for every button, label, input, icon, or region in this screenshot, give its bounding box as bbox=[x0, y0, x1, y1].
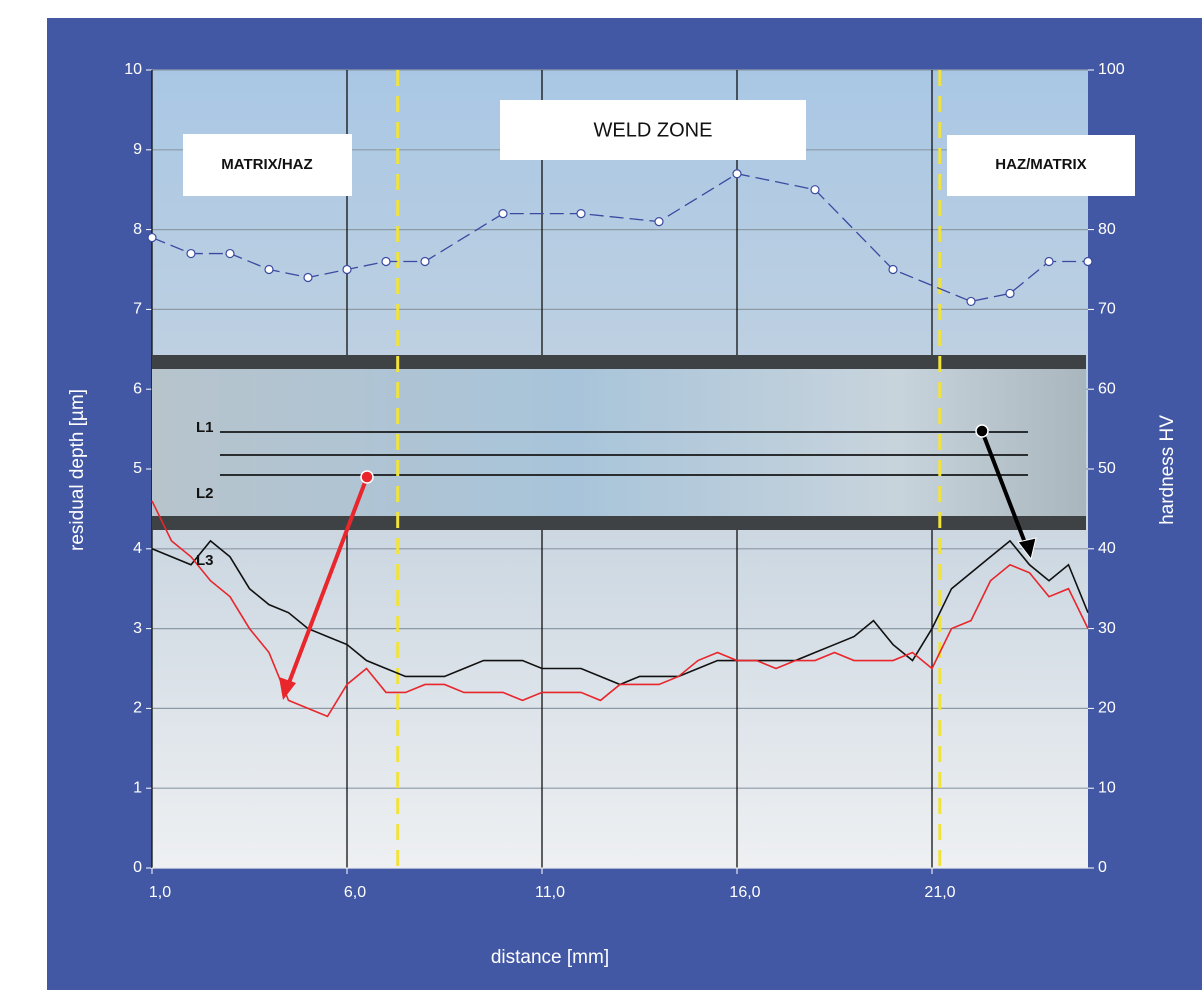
y2-tick-label: 30 bbox=[1098, 620, 1116, 637]
photo-inset bbox=[152, 355, 1086, 530]
y-tick-label: 8 bbox=[133, 221, 142, 238]
data-point bbox=[1006, 289, 1014, 297]
y-tick-label: 9 bbox=[133, 141, 142, 158]
chart: MATRIX/HAZ WELD ZONE HAZ/MATRIX L1 L2 L3… bbox=[0, 0, 1202, 990]
y-tick-label: 4 bbox=[133, 540, 142, 557]
data-point bbox=[265, 266, 273, 274]
data-point bbox=[382, 258, 390, 266]
data-point bbox=[187, 250, 195, 258]
data-point bbox=[733, 170, 741, 178]
data-point bbox=[1045, 258, 1053, 266]
y2-axis-title: hardness HV bbox=[1157, 415, 1178, 525]
y-tick-label: 0 bbox=[133, 859, 142, 876]
y2-tick-label: 60 bbox=[1098, 380, 1116, 397]
data-point bbox=[655, 218, 663, 226]
y2-tick-label: 70 bbox=[1098, 301, 1116, 318]
annotation: MATRIX/HAZ bbox=[221, 156, 312, 173]
y-tick-label: 10 bbox=[124, 61, 142, 78]
data-point bbox=[889, 266, 897, 274]
x-tick-label: 16,0 bbox=[729, 884, 760, 901]
x-tick-label: 1,0 bbox=[149, 884, 171, 901]
y2-tick-label: 0 bbox=[1098, 859, 1107, 876]
line-label: L2 bbox=[196, 485, 214, 502]
y-tick-label: 6 bbox=[133, 380, 142, 397]
y-tick-label: 1 bbox=[133, 779, 142, 796]
y2-tick-label: 100 bbox=[1098, 61, 1125, 78]
y2-tick-label: 50 bbox=[1098, 460, 1116, 477]
data-point bbox=[421, 258, 429, 266]
y-tick-label: 3 bbox=[133, 620, 142, 637]
x-tick-label: 11,0 bbox=[535, 884, 565, 901]
y2-tick-label: 10 bbox=[1098, 779, 1116, 796]
annotation: HAZ/MATRIX bbox=[995, 156, 1086, 173]
data-point bbox=[811, 186, 819, 194]
data-point bbox=[499, 210, 507, 218]
y2-tick-label: 20 bbox=[1098, 700, 1116, 717]
data-point bbox=[343, 266, 351, 274]
y-axis-title: residual depth [µm] bbox=[67, 389, 88, 551]
y2-tick-label: 90 bbox=[1098, 141, 1116, 158]
x-tick-label: 6,0 bbox=[344, 884, 366, 901]
data-point bbox=[1084, 258, 1092, 266]
data-point bbox=[304, 273, 312, 281]
data-point bbox=[148, 234, 156, 242]
line-label: L3 bbox=[196, 552, 214, 569]
data-point bbox=[577, 210, 585, 218]
y2-tick-label: 80 bbox=[1098, 221, 1116, 238]
y2-tick-label: 40 bbox=[1098, 540, 1116, 557]
data-point bbox=[967, 297, 975, 305]
y-tick-label: 7 bbox=[133, 301, 142, 318]
annotation: WELD ZONE bbox=[594, 119, 713, 141]
data-point bbox=[226, 250, 234, 258]
line-label: L1 bbox=[196, 419, 214, 436]
y-tick-label: 5 bbox=[133, 460, 142, 477]
x-tick-label: 21,0 bbox=[924, 884, 955, 901]
x-axis-title: distance [mm] bbox=[491, 947, 609, 968]
y-tick-label: 2 bbox=[133, 700, 142, 717]
